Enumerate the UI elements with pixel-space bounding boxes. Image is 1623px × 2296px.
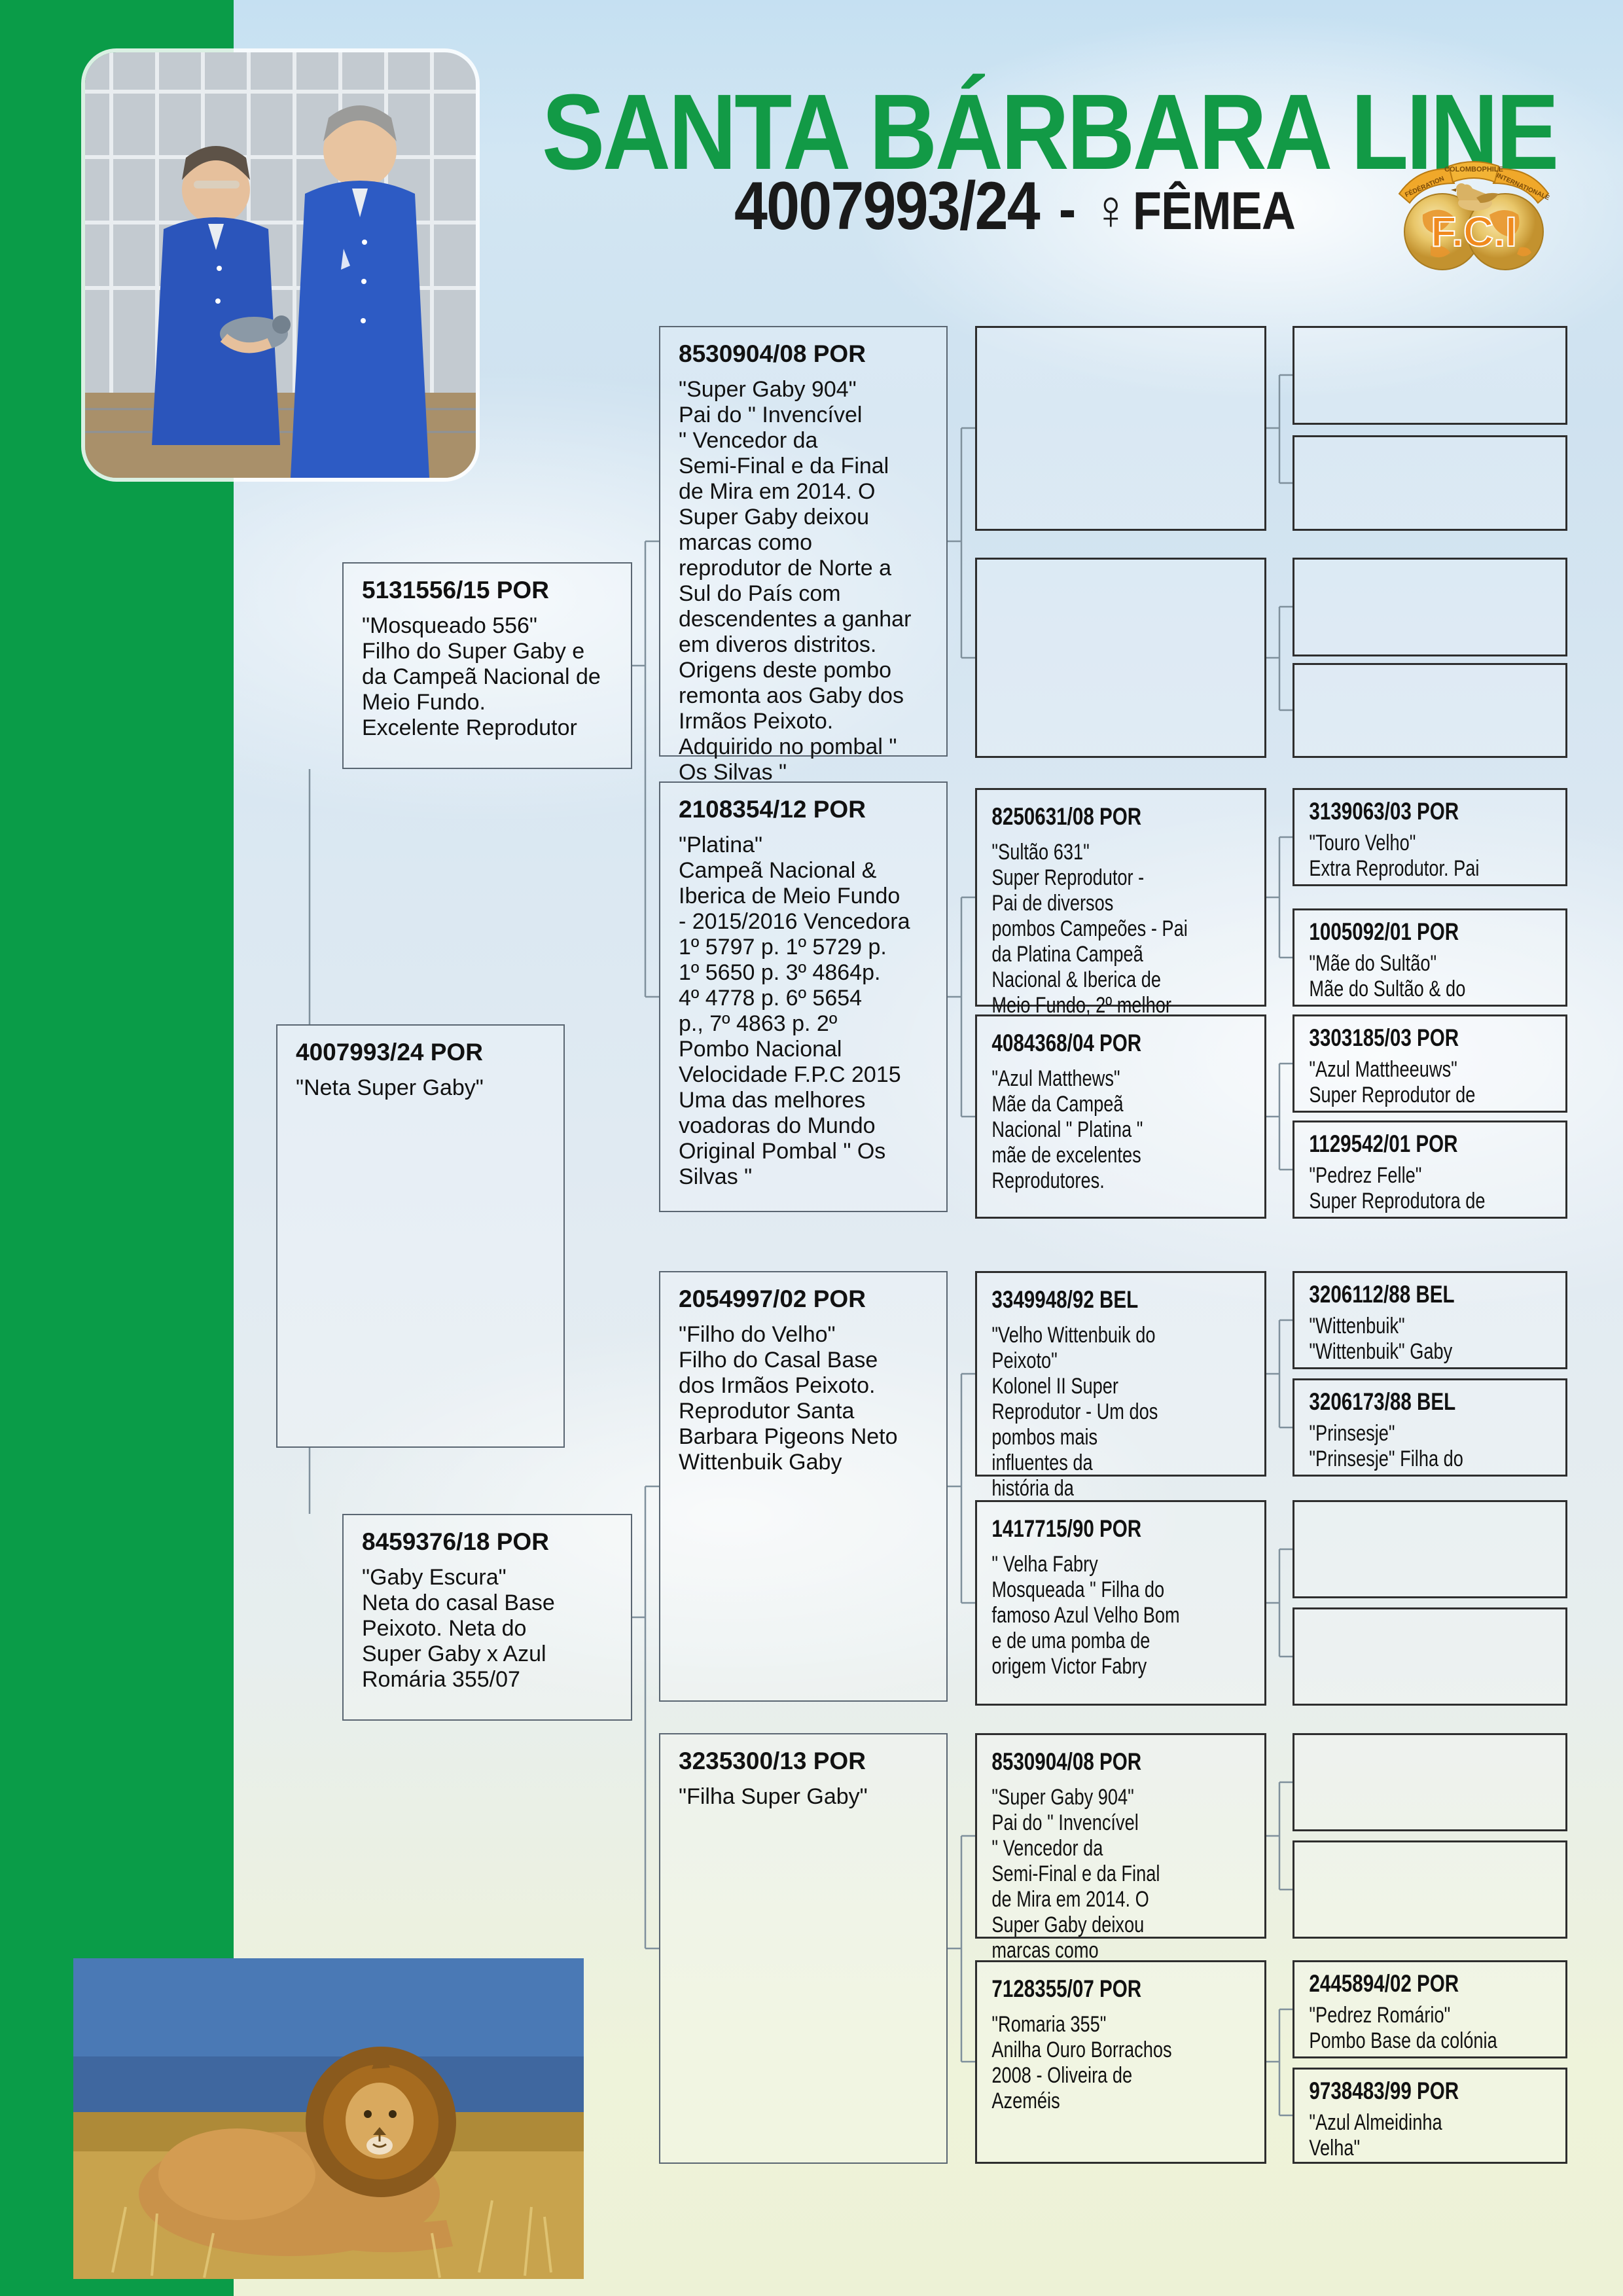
- pedigree-box-gen4-empty: [1293, 663, 1567, 758]
- ring-number: 2108354/12 POR: [679, 796, 866, 823]
- ring-number: 2445894/02 POR: [1309, 1970, 1459, 1997]
- breeder-left: [152, 146, 291, 445]
- pedigree-box-gen4: 1129542/01 POR "Pedrez Felle" Super Repr…: [1293, 1121, 1567, 1219]
- pigeon-description: "Mãe do Sultão" Mãe do Sultão & do: [1309, 951, 1466, 1001]
- pedigree-box-gen4: 3206112/88 BEL "Wittenbuik" "Wittenbuik"…: [1293, 1271, 1567, 1369]
- pedigree-box-gen3: 3349948/92 BEL "Velho Wittenbuik do Peix…: [975, 1271, 1266, 1501]
- pedigree-box-gen4: 3206173/88 BEL "Prinsesje" "Prinsesje" F…: [1293, 1378, 1567, 1477]
- breeder-right: [291, 105, 429, 478]
- ring-number: 3349948/92 BEL: [991, 1286, 1139, 1313]
- subject-ring-number: 4007993/24: [734, 168, 1041, 244]
- pedigree-box-sire: 5131556/15 POR "Mosqueado 556" Filho do …: [342, 562, 632, 769]
- ring-number: 1129542/01 POR: [1309, 1130, 1458, 1157]
- pigeon-description: "Gaby Escura" Neta do casal Base Peixoto…: [362, 1565, 555, 1692]
- pedigree-box-gen3-empty: [975, 326, 1266, 531]
- pedigree-box-gen4: 2445894/02 POR "Pedrez Romário" Pombo Ba…: [1293, 1960, 1567, 2058]
- ring-number: 8459376/18 POR: [362, 1528, 549, 1555]
- pedigree-box-gen3: 1417715/90 POR " Velha Fabry Mosqueada "…: [975, 1500, 1266, 1706]
- lion-photo: [73, 1958, 584, 2279]
- ring-number: 4084368/04 POR: [991, 1030, 1142, 1056]
- pigeon-description: "Filho do Velho" Filho do Casal Base dos…: [679, 1322, 898, 1475]
- breeders-photo: [85, 52, 476, 478]
- pigeon-description: "Pedrez Felle" Super Reprodutora de: [1309, 1163, 1486, 1213]
- pigeon-description: "Super Gaby 904" Pai do " Invencível " V…: [991, 1785, 1160, 1963]
- ring-number: 7128355/07 POR: [991, 1975, 1142, 2002]
- pigeon-description: "Wittenbuik" "Wittenbuik" Gaby: [1309, 1314, 1453, 1364]
- fci-logo: COLOMBOPHILE FÉDÉRATION INTERNATIONALE F…: [1391, 154, 1556, 274]
- pedigree-box-gen4-empty: [1293, 558, 1567, 656]
- ring-number: 1417715/90 POR: [991, 1515, 1142, 1542]
- pigeon-description: "Azul Matthews" Mãe da Campeã Nacional "…: [991, 1066, 1143, 1193]
- pedigree-box-gen4: 1005092/01 POR "Mãe do Sultão" Mãe do Su…: [1293, 908, 1567, 1007]
- pedigree-box-gen2: 2054997/02 POR "Filho do Velho" Filho do…: [659, 1271, 948, 1702]
- pigeon-description: "Velho Wittenbuik do Peixoto" Kolonel II…: [991, 1323, 1158, 1501]
- female-symbol-icon: ♀: [1092, 179, 1130, 242]
- pedigree-box-gen3-empty: [975, 558, 1266, 758]
- pedigree-box-gen4-empty: [1293, 435, 1567, 531]
- pedigree-box-gen3: 7128355/07 POR "Romaria 355" Anilha Ouro…: [975, 1960, 1266, 2164]
- pigeon-description: "Prinsesje" "Prinsesje" Filha do: [1309, 1421, 1463, 1471]
- pigeon-description: "Romaria 355" Anilha Ouro Borrachos 2008…: [991, 2012, 1172, 2113]
- page-title: SANTA BÁRBARA LINE: [542, 72, 1559, 192]
- pigeon-icon: [1451, 183, 1499, 211]
- pedigree-box-gen3: 4084368/04 POR "Azul Matthews" Mãe da Ca…: [975, 1014, 1266, 1219]
- ring-number: 1005092/01 POR: [1309, 918, 1459, 945]
- pedigree-box-gen4: 3139063/03 POR "Touro Velho" Extra Repro…: [1293, 788, 1567, 886]
- dash-separator: -: [1058, 177, 1077, 242]
- ring-number: 8530904/08 POR: [991, 1748, 1142, 1775]
- ring-number: 3206112/88 BEL: [1309, 1281, 1455, 1308]
- ring-number: 4007993/24 POR: [296, 1039, 483, 1066]
- pedigree-box-gen4-empty: [1293, 1840, 1567, 1939]
- ring-number: 5131556/15 POR: [362, 577, 549, 603]
- pedigree-box-gen2: 2108354/12 POR "Platina" Campeã Nacional…: [659, 781, 948, 1212]
- pigeon-description: "Sultão 631" Super Reprodutor - Pai de d…: [991, 840, 1188, 1018]
- pedigree-box-gen4-empty: [1293, 326, 1567, 425]
- pedigree-box-gen4-empty: [1293, 1607, 1567, 1706]
- ring-number: 8250631/08 POR: [991, 803, 1142, 830]
- pigeon-description: "Filha Super Gaby": [679, 1784, 868, 1809]
- logo-monogram: F.C.I: [1431, 208, 1517, 255]
- pigeon-description: "Touro Velho" Extra Reprodutor. Pai: [1309, 831, 1480, 881]
- pedigree-box-gen2: 3235300/13 POR "Filha Super Gaby": [659, 1733, 948, 2164]
- ring-number: 9738483/99 POR: [1309, 2077, 1459, 2104]
- pigeon-description: "Azul Almeidinha Velha": [1309, 2110, 1442, 2161]
- pigeon-description: " Velha Fabry Mosqueada " Filha do famos…: [991, 1552, 1180, 1679]
- subject-ring-line: 4007993/24- ♀FÊMEA: [734, 168, 1296, 245]
- pigeon-description: "Mosqueado 556" Filho do Super Gaby e da…: [362, 613, 601, 740]
- ring-number: 2054997/02 POR: [679, 1285, 866, 1312]
- pedigree-box-gen3: 8530904/08 POR "Super Gaby 904" Pai do "…: [975, 1733, 1266, 1963]
- pedigree-box-gen4-empty: [1293, 1500, 1567, 1598]
- logo-text-colombophile: COLOMBOPHILE: [1444, 166, 1503, 173]
- pedigree-box-gen2: 8530904/08 POR "Super Gaby 904" Pai do "…: [659, 326, 948, 785]
- pedigree-box-gen4: 3303185/03 POR "Azul Mattheeuws" Super R…: [1293, 1014, 1567, 1113]
- pigeon-description: "Super Gaby 904" Pai do " Invencível " V…: [679, 377, 912, 785]
- ring-number: 3139063/03 POR: [1309, 798, 1459, 825]
- pigeon-description: "Azul Mattheeuws" Super Reprodutor de: [1309, 1057, 1476, 1107]
- ring-number: 3235300/13 POR: [679, 1748, 866, 1774]
- pigeon-description: "Neta Super Gaby": [296, 1075, 484, 1100]
- ring-number: 3303185/03 POR: [1309, 1024, 1459, 1051]
- ring-number: 8530904/08 POR: [679, 340, 866, 367]
- pedigree-box-subject: 4007993/24 POR "Neta Super Gaby": [276, 1024, 565, 1448]
- pedigree-box-dam: 8459376/18 POR "Gaby Escura" Neta do cas…: [342, 1514, 632, 1721]
- pedigree-box-gen4-empty: [1293, 1733, 1567, 1831]
- pedigree-box-gen4: 9738483/99 POR "Azul Almeidinha Velha": [1293, 2068, 1567, 2164]
- sex-label: FÊMEA: [1132, 181, 1296, 241]
- pigeon-description: "Pedrez Romário" Pombo Base da colónia: [1309, 2003, 1497, 2053]
- pedigree-box-gen3: 8250631/08 POR "Sultão 631" Super Reprod…: [975, 788, 1266, 1018]
- pigeon-description: "Platina" Campeã Nacional & Iberica de M…: [679, 833, 910, 1189]
- ring-number: 3206173/88 BEL: [1309, 1388, 1456, 1415]
